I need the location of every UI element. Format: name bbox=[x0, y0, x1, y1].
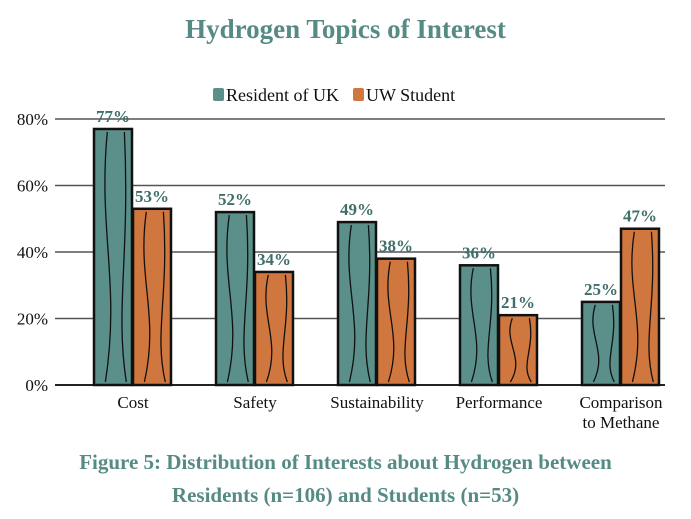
data-label: 52% bbox=[218, 190, 252, 209]
legend-swatch bbox=[213, 88, 224, 101]
bar-student bbox=[253, 270, 295, 387]
legend-label: Resident of UK bbox=[226, 85, 339, 105]
bar-texture bbox=[592, 304, 600, 383]
caption-line-2: Residents (n=106) and Students (n=53) bbox=[171, 483, 520, 507]
x-tick-label: Performance bbox=[456, 393, 543, 412]
bar-texture bbox=[487, 268, 493, 383]
bar-student bbox=[131, 207, 173, 387]
x-tick-label: to Methane bbox=[583, 413, 660, 432]
bar-resident bbox=[336, 220, 378, 387]
data-label: 38% bbox=[379, 237, 413, 256]
bar-student bbox=[497, 313, 539, 387]
bar-texture bbox=[282, 274, 288, 383]
bar-texture bbox=[526, 318, 532, 383]
bar-texture bbox=[121, 131, 127, 383]
bar-resident bbox=[92, 127, 134, 387]
figure-caption: Figure 5: Distribution of Interests abou… bbox=[0, 446, 691, 512]
bar-texture bbox=[648, 231, 654, 383]
data-label: 36% bbox=[462, 243, 496, 262]
bar-texture bbox=[265, 274, 273, 383]
bar-student bbox=[375, 257, 417, 387]
bar-texture bbox=[609, 304, 615, 383]
bar-texture bbox=[404, 261, 410, 383]
bar-texture bbox=[104, 131, 112, 383]
legend-label: UW Student bbox=[366, 85, 455, 105]
bar-texture bbox=[631, 231, 639, 383]
x-tick-label: Safety bbox=[233, 393, 277, 412]
bar-texture bbox=[160, 211, 166, 383]
y-tick-label: 20% bbox=[17, 310, 48, 329]
legend-swatch bbox=[353, 88, 364, 101]
x-tick-label: Comparison bbox=[579, 393, 663, 412]
bar-resident bbox=[458, 264, 500, 387]
data-label: 34% bbox=[257, 250, 291, 269]
data-label: 25% bbox=[584, 280, 618, 299]
chart-title: Hydrogen Topics of Interest bbox=[185, 14, 506, 44]
bar-texture bbox=[509, 317, 517, 383]
bar-texture bbox=[470, 268, 478, 383]
data-label: 77% bbox=[96, 107, 130, 126]
y-tick-label: 0% bbox=[25, 376, 48, 395]
data-label: 21% bbox=[501, 293, 535, 312]
data-label: 47% bbox=[623, 207, 657, 226]
bar-student bbox=[619, 227, 661, 387]
bar-texture bbox=[226, 215, 234, 383]
data-label: 49% bbox=[340, 200, 374, 219]
y-tick-label: 40% bbox=[17, 243, 48, 262]
x-tick-label: Cost bbox=[117, 393, 148, 412]
bar-resident bbox=[580, 300, 622, 387]
y-tick-label: 60% bbox=[17, 177, 48, 196]
bar-texture bbox=[243, 215, 249, 383]
x-tick-label: Sustainability bbox=[330, 393, 424, 412]
bar-texture bbox=[365, 225, 371, 383]
y-tick-label: 80% bbox=[17, 110, 48, 129]
caption-line-1: Figure 5: Distribution of Interests abou… bbox=[79, 450, 612, 474]
bar-resident bbox=[214, 210, 256, 387]
bar-texture bbox=[348, 224, 356, 383]
data-label: 53% bbox=[135, 187, 169, 206]
bar-texture bbox=[143, 211, 151, 383]
bar-texture bbox=[387, 261, 395, 383]
